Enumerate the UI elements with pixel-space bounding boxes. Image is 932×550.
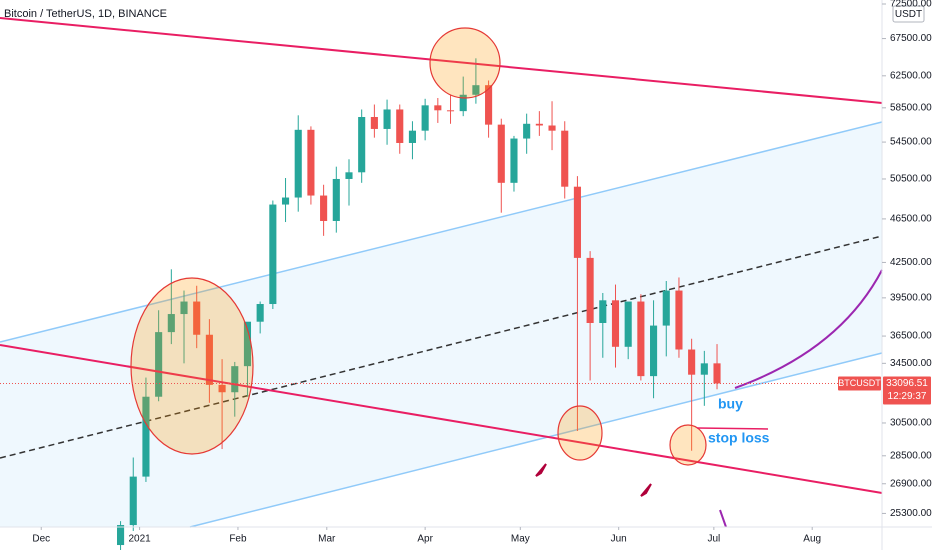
arrow: [535, 463, 547, 477]
projection-curve: [734, 269, 883, 389]
candle-body: [485, 85, 493, 125]
symbol-box: [838, 376, 881, 391]
candle-body: [231, 366, 239, 393]
candle-body: [218, 384, 226, 393]
channel-lower: [189, 352, 883, 528]
highlight-circle: [557, 405, 603, 461]
stop-loss-line: [696, 427, 769, 430]
highlight-circle: [669, 424, 707, 466]
candle-body: [700, 363, 708, 375]
candle-body: [142, 396, 150, 477]
candle-body: [713, 363, 721, 384]
x-tick-label: Jun: [611, 534, 627, 545]
candle-body: [548, 125, 556, 131]
channel-upper: [0, 121, 883, 343]
candle-body: [167, 314, 175, 333]
y-tick-label: 36500.00: [890, 331, 932, 342]
x-tick-label: Feb: [229, 534, 247, 545]
candle-body: [269, 204, 277, 305]
candle-body: [688, 349, 696, 375]
trend-line-top: [0, 17, 883, 104]
x-tick-label: Apr: [417, 534, 433, 545]
candle-body: [155, 332, 163, 397]
candle-body: [523, 123, 531, 139]
candle-body: [535, 123, 543, 126]
candle-body: [256, 304, 264, 322]
price-box: [883, 376, 931, 405]
candle-body: [396, 109, 404, 143]
candle-body: [624, 301, 632, 347]
candles: [117, 58, 721, 550]
candle-body: [662, 290, 670, 326]
annotation: buy: [718, 396, 743, 412]
y-tick-label: 67500.00: [890, 33, 932, 44]
currency: USDT: [895, 9, 922, 20]
x-tick-label: 2021: [128, 534, 151, 545]
chart-title: Bitcoin / TetherUS, 1D, BINANCE: [4, 8, 167, 20]
candle-body: [586, 257, 594, 323]
y-tick-label: 62500.00: [890, 70, 932, 81]
candle-body: [611, 300, 620, 347]
candle-body: [180, 301, 188, 315]
candle-body: [510, 138, 518, 183]
candle-body: [358, 116, 366, 173]
candle-body: [497, 124, 505, 183]
y-tick-label: 54500.00: [890, 137, 932, 148]
candle-body: [129, 476, 137, 526]
candle-body: [599, 300, 607, 323]
y-tick-label: 50500.00: [890, 174, 932, 185]
y-tick-label: 46500.00: [890, 214, 932, 225]
candle-body: [434, 105, 442, 111]
currency-box: [892, 5, 925, 23]
y-tick-label: 42500.00: [890, 257, 932, 268]
y-tick-label: 58500.00: [890, 102, 932, 113]
candle-body: [294, 129, 302, 198]
candle-body: [650, 325, 658, 377]
candle-body: [205, 334, 213, 385]
candle-body: [472, 85, 480, 95]
candle-body: [117, 525, 125, 546]
y-tick-label: 30500.00: [890, 418, 932, 429]
candle-body: [307, 129, 315, 196]
highlight-circle: [429, 27, 501, 99]
y-tick-label: 39500.00: [890, 292, 932, 303]
candle-body: [408, 130, 416, 143]
countdown-label: 12:29:37: [888, 391, 927, 402]
x-tick-label: Jul: [707, 534, 720, 545]
candle-body: [243, 321, 252, 367]
symbol-label: BTCUSDT: [838, 378, 881, 388]
candle-body: [573, 186, 581, 258]
candle-body: [421, 105, 429, 131]
annotation: stop loss: [708, 430, 770, 446]
x-tick-label: Dec: [32, 534, 50, 545]
channel-fill: [0, 122, 882, 527]
candle-body: [383, 109, 391, 129]
arrow: [640, 483, 652, 497]
candle-body: [281, 197, 290, 205]
x-tick-label: Mar: [318, 534, 336, 545]
trend-line-bottom: [0, 344, 883, 494]
candle-body: [332, 178, 340, 221]
candle-body: [675, 290, 683, 350]
x-tick-label: May: [511, 534, 530, 545]
candle-body: [193, 301, 201, 335]
projection-line: [719, 509, 727, 528]
y-tick-label: 26900.00: [890, 478, 932, 489]
candle-body: [446, 110, 455, 112]
candle-body: [561, 130, 569, 187]
candle-body: [320, 195, 328, 221]
candle-body: [459, 94, 467, 112]
y-tick-label: 72500.00: [890, 0, 932, 10]
price-label: 33096.51: [886, 378, 928, 389]
candle-body: [345, 172, 353, 179]
x-tick-label: Aug: [803, 534, 821, 545]
highlight-circle: [130, 277, 254, 455]
candle-body: [637, 301, 645, 377]
y-tick-label: 34500.00: [890, 358, 932, 369]
candle-body: [370, 116, 378, 129]
y-tick-label: 25300.00: [890, 508, 932, 519]
y-tick-label: 28500.00: [890, 450, 932, 461]
